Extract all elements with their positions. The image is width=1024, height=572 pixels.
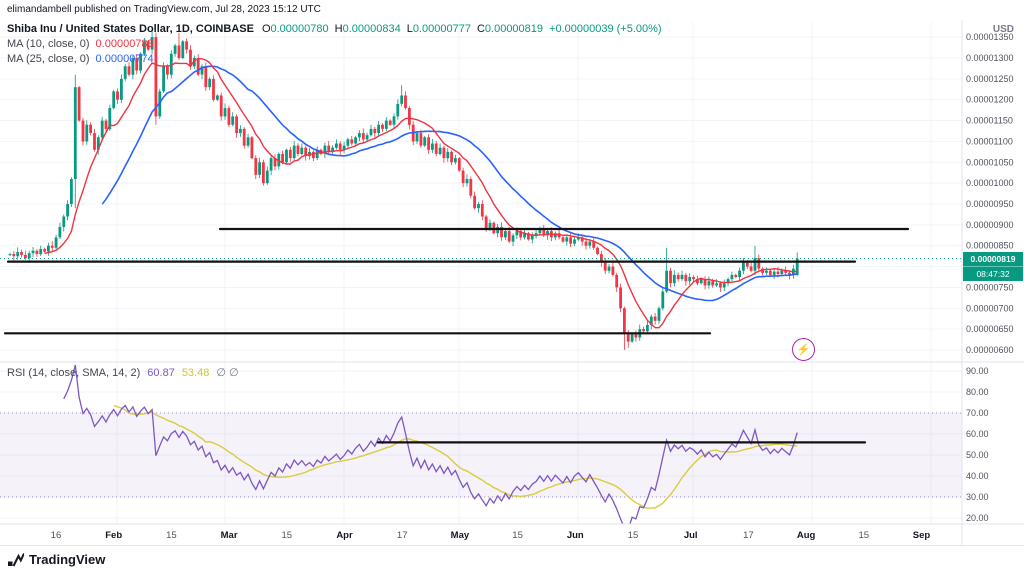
svg-text:Sep: Sep: [913, 530, 931, 541]
ma10-label[interactable]: MA (10, close, 0): [7, 38, 90, 50]
close-label: C: [476, 23, 485, 35]
svg-text:17: 17: [743, 530, 754, 541]
svg-text:40.00: 40.00: [966, 471, 989, 481]
svg-text:Apr: Apr: [336, 530, 353, 541]
ma10-value: 0.00000783: [95, 38, 154, 50]
svg-text:0.00000950: 0.00000950: [966, 199, 1014, 209]
open-label: O: [261, 23, 271, 35]
rsi-value: 60.87: [147, 367, 175, 379]
currency-label: USD: [992, 24, 1014, 35]
change-value: +0.00000039 (+5.00%): [549, 23, 662, 35]
svg-text:70.00: 70.00: [966, 408, 989, 418]
last-price-badge: 0.00000819 08:47:32: [963, 251, 1023, 281]
svg-text:50.00: 50.00: [966, 450, 989, 460]
rsi-label[interactable]: RSI (14, close, SMA, 14, 2): [7, 367, 141, 379]
ma10-line: [44, 58, 798, 329]
chart-legend: Shiba Inu / United States Dollar, 1D, CO…: [7, 22, 662, 67]
svg-text:0.00001300: 0.00001300: [966, 53, 1014, 63]
svg-text:0.00000850: 0.00000850: [966, 241, 1014, 251]
rsi-plot: [63, 364, 798, 524]
open-value: 0.00000780: [270, 23, 329, 35]
svg-text:15: 15: [628, 530, 639, 541]
price-countdown: 08:47:32: [963, 265, 1023, 281]
ohlc-open: O0.00000780: [262, 22, 329, 37]
svg-text:Feb: Feb: [105, 530, 122, 541]
svg-text:17: 17: [397, 530, 408, 541]
low-value: 0.00000777: [412, 23, 471, 35]
svg-text:60.00: 60.00: [966, 429, 989, 439]
svg-text:0.00000900: 0.00000900: [966, 220, 1014, 230]
svg-text:90.00: 90.00: [966, 366, 989, 376]
rsi-line: [63, 364, 798, 524]
svg-text:20.00: 20.00: [966, 513, 989, 523]
symbol-row: Shiba Inu / United States Dollar, 1D, CO…: [7, 22, 662, 37]
svg-text:Mar: Mar: [221, 530, 238, 541]
tradingview-wordmark: TradingView: [29, 551, 106, 567]
svg-text:0.00000700: 0.00000700: [966, 303, 1014, 313]
grid: [0, 22, 962, 524]
ohlc-low: L0.00000777: [407, 22, 471, 37]
footer-bar: TradingView: [0, 545, 1024, 572]
svg-text:80.00: 80.00: [966, 387, 989, 397]
rsi-legend: RSI (14, close, SMA, 14, 2) 60.87 53.48 …: [7, 366, 239, 379]
svg-text:Jul: Jul: [684, 530, 698, 541]
candles: [8, 29, 799, 350]
svg-text:0.00001150: 0.00001150: [966, 116, 1013, 126]
rsi-sma-line: [113, 404, 798, 509]
svg-text:15: 15: [512, 530, 523, 541]
svg-text:15: 15: [282, 530, 293, 541]
tradingview-logo[interactable]: TradingView: [8, 552, 105, 567]
svg-text:0.00001350: 0.00001350: [966, 32, 1014, 42]
svg-text:0.00001100: 0.00001100: [966, 136, 1013, 146]
svg-text:0.00000750: 0.00000750: [966, 282, 1014, 292]
svg-text:0.00001000: 0.00001000: [966, 178, 1014, 188]
ma25-label[interactable]: MA (25, close, 0): [7, 53, 90, 65]
low-label: L: [406, 23, 413, 35]
publisher-line: elimandambell published on TradingView.c…: [7, 4, 321, 15]
svg-text:Jun: Jun: [567, 530, 584, 541]
svg-text:0.00000600: 0.00000600: [966, 345, 1014, 355]
rsi-sma-value: 53.48: [181, 367, 210, 379]
ma25-value: 0.00000774: [95, 53, 154, 65]
ohlc-close: C0.00000819: [477, 22, 543, 37]
ma10-row: MA (10, close, 0) 0.00000783: [7, 37, 662, 52]
lightning-icon[interactable]: ⚡: [792, 338, 815, 361]
high-label: H: [334, 23, 343, 35]
ma25-row: MA (25, close, 0) 0.00000774: [7, 52, 662, 67]
svg-text:15: 15: [166, 530, 177, 541]
high-value: 0.00000834: [342, 23, 401, 35]
svg-text:30.00: 30.00: [966, 492, 989, 502]
lightning-glyph: ⚡: [796, 344, 811, 356]
svg-text:0.00001200: 0.00001200: [966, 95, 1014, 105]
svg-text:15: 15: [859, 530, 870, 541]
svg-text:16: 16: [51, 530, 62, 541]
svg-text:0.00001050: 0.00001050: [966, 157, 1014, 167]
rsi-hidden-plots: ∅ ∅: [216, 367, 239, 379]
svg-text:Aug: Aug: [797, 530, 816, 541]
ohlc-high: H0.00000834: [335, 22, 401, 37]
svg-text:0.00000650: 0.00000650: [966, 324, 1014, 334]
last-price-value: 0.00000819: [963, 251, 1023, 266]
tradingview-logo-mark: [8, 552, 24, 566]
symbol-title[interactable]: Shiba Inu / United States Dollar, 1D, CO…: [7, 23, 254, 35]
svg-text:May: May: [451, 530, 470, 541]
svg-text:0.00001250: 0.00001250: [966, 74, 1014, 84]
close-value: 0.00000819: [484, 23, 544, 35]
